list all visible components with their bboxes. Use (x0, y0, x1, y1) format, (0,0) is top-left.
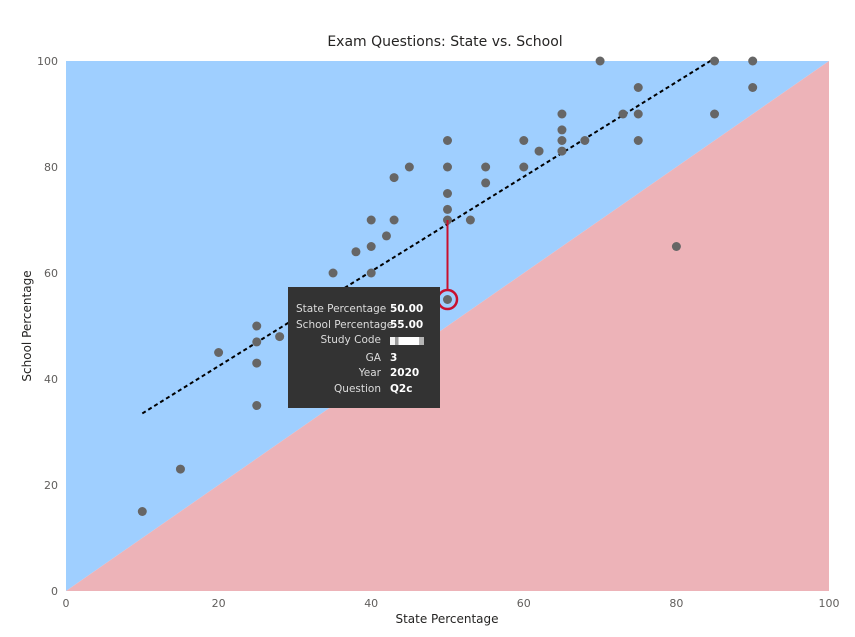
tooltip-value-redacted (390, 333, 424, 351)
data-point[interactable] (328, 268, 338, 278)
background-regions (66, 61, 829, 591)
x-tick-label: 0 (63, 597, 70, 610)
data-point[interactable] (557, 136, 567, 145)
y-axis-ticks: 0 20 40 60 80 100 (37, 55, 58, 598)
data-point[interactable] (618, 109, 628, 119)
data-point[interactable] (366, 215, 376, 225)
data-point[interactable] (633, 136, 643, 145)
tooltip-key: State Percentage (296, 303, 387, 315)
data-point[interactable] (481, 178, 491, 188)
data-point[interactable] (214, 348, 224, 357)
data-point[interactable] (443, 162, 452, 172)
x-axis-label: State Percentage (395, 612, 498, 626)
data-points (137, 56, 758, 516)
x-tick-label: 40 (364, 597, 378, 610)
tooltip-value: 2020 (390, 367, 420, 380)
data-tooltip: State Percentage 50.00 School Percentage… (288, 287, 440, 408)
chart-title: Exam Questions: State vs. School (327, 34, 562, 50)
tooltip-value: Q2c (390, 382, 413, 395)
tooltip-row: School Percentage 55.00 (296, 318, 432, 334)
tooltip-key: Year (358, 367, 381, 380)
tooltip-value: 55.00 (390, 318, 424, 331)
data-point[interactable] (671, 242, 681, 251)
x-axis-ticks: 0 20 40 60 80 100 (63, 597, 840, 610)
trend-line-group (141, 57, 716, 415)
redacted-bar (390, 337, 424, 346)
data-point[interactable] (137, 507, 147, 516)
data-point[interactable] (519, 162, 529, 172)
data-point[interactable] (748, 56, 758, 66)
data-point[interactable] (252, 401, 262, 410)
data-point[interactable] (557, 109, 567, 119)
data-point[interactable] (366, 268, 376, 278)
data-point[interactable] (443, 136, 452, 145)
data-point[interactable] (381, 231, 391, 241)
data-point[interactable] (595, 56, 605, 66)
x-tick-label: 60 (517, 597, 531, 610)
data-point[interactable] (389, 173, 399, 183)
tooltip-key: Question (334, 382, 381, 395)
data-point[interactable] (580, 136, 590, 145)
data-point[interactable] (534, 146, 544, 156)
data-point[interactable] (481, 162, 491, 172)
x-tick-label: 100 (819, 597, 840, 610)
data-point[interactable] (557, 146, 567, 156)
data-point[interactable] (389, 215, 399, 225)
tooltip-value: 50.00 (390, 303, 424, 315)
data-point[interactable] (519, 136, 529, 145)
data-point[interactable] (557, 125, 567, 135)
data-point[interactable] (633, 109, 643, 119)
tooltip-key: GA (365, 351, 381, 364)
y-tick-label: 100 (37, 55, 58, 68)
x-tick-label: 20 (212, 597, 226, 610)
y-tick-label: 80 (44, 161, 58, 174)
y-tick-label: 20 (44, 479, 58, 492)
x-tick-label: 80 (669, 597, 683, 610)
y-tick-label: 60 (44, 267, 58, 280)
data-point[interactable] (443, 295, 452, 304)
data-point[interactable] (710, 109, 720, 119)
tooltip-row: Year 2020 (296, 366, 432, 382)
data-point[interactable] (275, 332, 285, 342)
region-below-diagonal (66, 61, 829, 591)
data-point[interactable] (252, 337, 262, 347)
tooltip-row: Study Code (296, 333, 432, 351)
data-point[interactable] (404, 162, 414, 172)
y-tick-label: 0 (51, 585, 58, 598)
data-point[interactable] (710, 56, 720, 66)
tooltip-key: School Percentage (296, 318, 394, 331)
tooltip-row: GA 3 (296, 351, 432, 367)
data-point[interactable] (366, 242, 376, 251)
trend-line (141, 57, 716, 415)
data-point[interactable] (252, 321, 262, 331)
tooltip-value: 3 (390, 351, 398, 364)
data-point[interactable] (748, 83, 758, 92)
tooltip-row: Question Q2c (296, 382, 432, 398)
data-point[interactable] (443, 204, 452, 214)
data-point[interactable] (633, 83, 643, 92)
y-axis-label: School Percentage (20, 270, 34, 381)
data-point[interactable] (252, 358, 262, 368)
y-tick-label: 40 (44, 373, 58, 386)
data-point[interactable] (175, 464, 185, 474)
data-point[interactable] (443, 189, 452, 198)
data-point[interactable] (351, 247, 361, 257)
tooltip-row: State Percentage 50.00 (296, 302, 432, 318)
tooltip-key: Study Code (320, 334, 381, 347)
data-point[interactable] (465, 215, 475, 225)
